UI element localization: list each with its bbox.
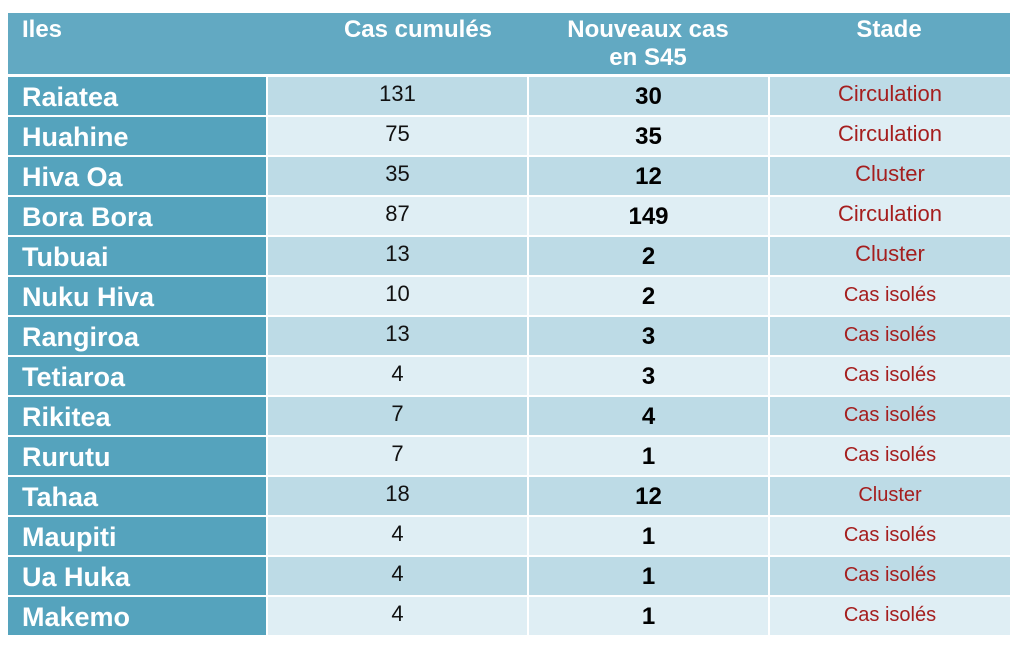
table-row: Maupiti 4 1 Cas isolés (8, 517, 1010, 557)
island-name: Makemo (8, 597, 268, 635)
cumulative-cases: 13 (268, 237, 529, 275)
new-cases: 3 (529, 357, 770, 395)
island-name: Rangiroa (8, 317, 268, 355)
table-row: Hiva Oa 35 12 Cluster (8, 157, 1010, 197)
island-name: Huahine (8, 117, 268, 155)
stage: Cas isolés (770, 317, 1010, 355)
cumulative-cases: 18 (268, 477, 529, 515)
new-cases: 1 (529, 437, 770, 475)
header-nouveaux-line2: en S45 (609, 44, 687, 71)
cumulative-cases: 7 (268, 437, 529, 475)
cumulative-cases: 4 (268, 517, 529, 555)
island-name: Tubuai (8, 237, 268, 275)
stage: Cas isolés (770, 437, 1010, 475)
island-name: Nuku Hiva (8, 277, 268, 315)
island-name: Rurutu (8, 437, 268, 475)
stage: Cas isolés (770, 397, 1010, 435)
new-cases: 35 (529, 117, 770, 155)
cumulative-cases: 7 (268, 397, 529, 435)
header-nouveaux-cas: Nouveaux cas en S45 (528, 13, 768, 74)
stage: Cluster (770, 157, 1010, 195)
cumulative-cases: 13 (268, 317, 529, 355)
stage: Cas isolés (770, 517, 1010, 555)
stage: Circulation (770, 197, 1010, 235)
new-cases: 1 (529, 597, 770, 635)
table-row: Tetiaroa 4 3 Cas isolés (8, 357, 1010, 397)
stage: Circulation (770, 77, 1010, 115)
new-cases: 1 (529, 557, 770, 595)
table-row: Rurutu 7 1 Cas isolés (8, 437, 1010, 477)
island-name: Hiva Oa (8, 157, 268, 195)
header-stade: Stade (856, 16, 922, 43)
island-name: Rikitea (8, 397, 268, 435)
stage: Cas isolés (770, 357, 1010, 395)
table-row: Tahaa 18 12 Cluster (8, 477, 1010, 517)
island-name: Raiatea (8, 77, 268, 115)
header-nouveaux-line1: Nouveaux cas (567, 16, 729, 43)
island-name: Maupiti (8, 517, 268, 555)
cumulative-cases: 4 (268, 557, 529, 595)
cumulative-cases: 4 (268, 597, 529, 635)
table-header: Iles Cas cumulés Nouveaux cas en S45 Sta… (8, 13, 1010, 77)
table-row: Raiatea 131 30 Circulation (8, 77, 1010, 117)
table-row: Makemo 4 1 Cas isolés (8, 597, 1010, 637)
table-row: Huahine 75 35 Circulation (8, 117, 1010, 157)
table-row: Rangiroa 13 3 Cas isolés (8, 317, 1010, 357)
new-cases: 149 (529, 197, 770, 235)
header-cas-cumules: Cas cumulés (343, 16, 493, 43)
cumulative-cases: 131 (268, 77, 529, 115)
cumulative-cases: 35 (268, 157, 529, 195)
cases-table: Iles Cas cumulés Nouveaux cas en S45 Sta… (8, 13, 1010, 637)
new-cases: 1 (529, 517, 770, 555)
table-row: Tubuai 13 2 Cluster (8, 237, 1010, 277)
stage: Cluster (770, 237, 1010, 275)
cumulative-cases: 75 (268, 117, 529, 155)
stage: Cluster (770, 477, 1010, 515)
island-name: Ua Huka (8, 557, 268, 595)
stage: Circulation (770, 117, 1010, 155)
new-cases: 12 (529, 477, 770, 515)
new-cases: 4 (529, 397, 770, 435)
table-row: Nuku Hiva 10 2 Cas isolés (8, 277, 1010, 317)
stage: Cas isolés (770, 277, 1010, 315)
new-cases: 3 (529, 317, 770, 355)
table-row: Bora Bora 87 149 Circulation (8, 197, 1010, 237)
island-name: Tahaa (8, 477, 268, 515)
cumulative-cases: 87 (268, 197, 529, 235)
new-cases: 12 (529, 157, 770, 195)
stage: Cas isolés (770, 597, 1010, 635)
stage: Cas isolés (770, 557, 1010, 595)
new-cases: 30 (529, 77, 770, 115)
cumulative-cases: 4 (268, 357, 529, 395)
table-row: Rikitea 7 4 Cas isolés (8, 397, 1010, 437)
table-row: Ua Huka 4 1 Cas isolés (8, 557, 1010, 597)
cumulative-cases: 10 (268, 277, 529, 315)
island-name: Bora Bora (8, 197, 268, 235)
new-cases: 2 (529, 277, 770, 315)
header-iles: Iles (22, 16, 63, 43)
island-name: Tetiaroa (8, 357, 268, 395)
new-cases: 2 (529, 237, 770, 275)
